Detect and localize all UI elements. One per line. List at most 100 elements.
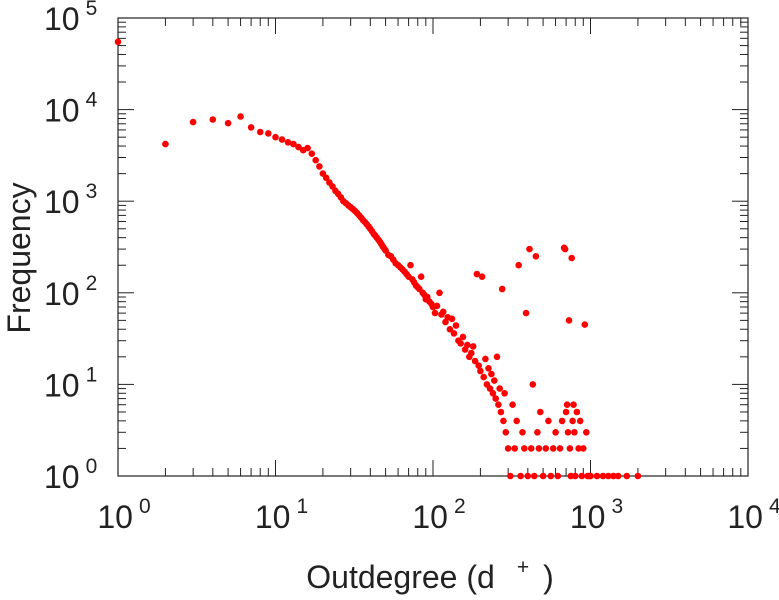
- data-point: [272, 133, 279, 141]
- data-point: [509, 401, 516, 409]
- data-point: [532, 252, 540, 260]
- data-point: [564, 429, 572, 436]
- data-point: [304, 144, 311, 152]
- data-point: [587, 472, 594, 480]
- data-point: [417, 273, 425, 281]
- data-point: [535, 445, 543, 452]
- data-point: [517, 472, 524, 480]
- data-point: [571, 429, 578, 436]
- data-point: [459, 333, 467, 341]
- data-point: [450, 330, 458, 337]
- data-point: [558, 417, 566, 425]
- data-point: [439, 308, 447, 316]
- data-point: [504, 445, 512, 452]
- data-point: [482, 355, 489, 363]
- plot-frame: [117, 17, 749, 477]
- data-point: [569, 417, 576, 425]
- data-point: [295, 143, 302, 151]
- data-point: [565, 317, 573, 324]
- data-point: [552, 429, 559, 436]
- data-point: [448, 315, 456, 323]
- data-point: [457, 340, 465, 347]
- data-point: [521, 445, 528, 452]
- y-tick-label: 10 1: [44, 363, 97, 403]
- data-point: [247, 124, 255, 131]
- data-point: [478, 273, 486, 281]
- data-point: [513, 417, 520, 425]
- data-point: [446, 326, 454, 333]
- x-tick-labels: 10 0 10 1 10 2 10 3 10 4: [97, 495, 779, 535]
- x-axis-title: Outdegree (d +): [306, 556, 553, 595]
- data-point: [452, 322, 460, 329]
- data-point: [566, 445, 574, 452]
- data-point: [539, 472, 547, 480]
- data-point: [507, 472, 514, 480]
- data-point: [480, 373, 488, 381]
- data-point: [436, 289, 443, 297]
- major-ticks: [117, 17, 749, 477]
- data-point: [573, 408, 581, 416]
- data-point: [431, 309, 439, 317]
- x-tick-label: 10 4: [727, 495, 779, 535]
- data-point: [571, 472, 579, 480]
- data-point: [593, 472, 601, 480]
- data-point: [576, 417, 584, 425]
- data-point: [491, 377, 498, 384]
- y-tick-label: 10 4: [44, 89, 98, 129]
- data-point: [537, 408, 544, 416]
- data-point: [556, 445, 564, 452]
- data-point: [114, 38, 122, 46]
- y-tick-label: 10 5: [44, 0, 97, 37]
- x-tick-label: 10 3: [570, 495, 623, 535]
- data-point: [471, 357, 479, 365]
- data-point: [515, 261, 522, 269]
- data-point: [524, 472, 532, 480]
- data-point: [599, 472, 607, 480]
- data-point: [511, 445, 518, 452]
- data-point: [561, 245, 569, 253]
- data-point: [498, 285, 506, 293]
- data-point: [580, 445, 587, 452]
- data-point: [610, 472, 617, 480]
- x-tick-label: 10 0: [97, 495, 150, 535]
- data-point: [623, 472, 631, 480]
- data-point: [554, 472, 562, 480]
- y-tick-label: 10 0: [44, 455, 97, 495]
- data-point: [522, 309, 530, 317]
- data-point: [534, 429, 541, 436]
- data-point: [469, 343, 477, 350]
- y-axis-title: Frequency: [1, 182, 37, 333]
- data-point: [581, 321, 589, 328]
- data-point: [468, 349, 475, 357]
- y-tick-label: 10 2: [44, 272, 97, 312]
- data-point: [614, 472, 622, 480]
- data-point: [278, 136, 286, 143]
- data-point: [500, 417, 507, 425]
- data-point: [407, 261, 414, 269]
- data-point: [473, 270, 481, 278]
- data-point: [563, 401, 571, 409]
- data-point: [322, 174, 330, 182]
- data-point: [256, 128, 264, 136]
- data-point: [634, 472, 642, 480]
- data-point: [224, 119, 232, 127]
- data-point: [464, 341, 471, 349]
- data-point: [492, 395, 500, 402]
- data-point: [488, 370, 495, 378]
- data-point: [312, 156, 320, 164]
- data-point: [570, 401, 577, 409]
- data-point: [562, 408, 570, 416]
- data-point: [237, 113, 244, 120]
- data-point: [549, 445, 557, 452]
- data-point: [578, 472, 586, 480]
- x-tick-label: 10 1: [255, 495, 308, 535]
- data-point: [308, 150, 316, 157]
- data-point: [497, 408, 505, 416]
- data-point: [542, 445, 550, 452]
- data-point: [496, 385, 504, 392]
- data-point: [493, 353, 501, 361]
- data-point: [475, 362, 483, 370]
- data-point: [162, 140, 169, 148]
- data-point: [527, 445, 535, 452]
